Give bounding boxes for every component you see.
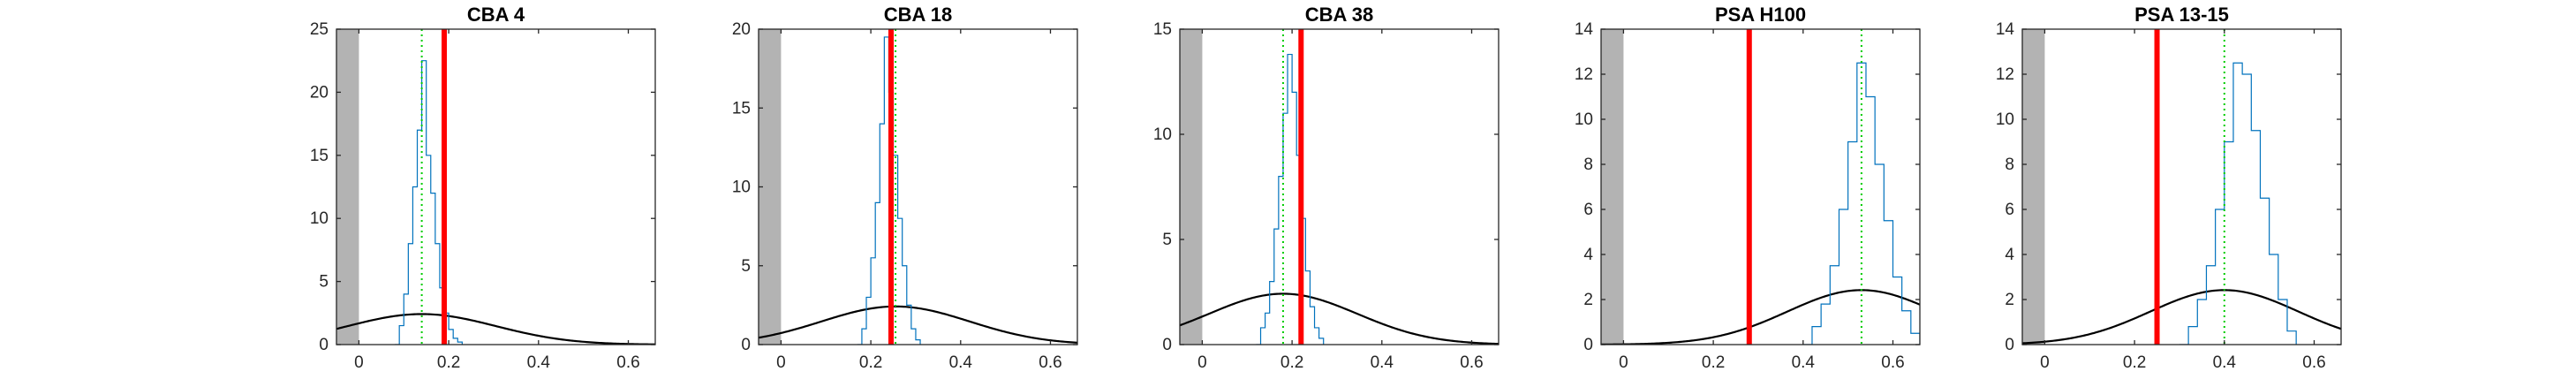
y-tick-label: 15 xyxy=(1153,20,1172,39)
histogram xyxy=(395,60,463,345)
normal-curve xyxy=(2022,289,2341,345)
panel-1: 0 0.2 0.4 0.6 0 5 10 15 20 25 CBA 4 xyxy=(310,4,656,372)
normal-curve xyxy=(1180,292,1499,345)
normal-curve xyxy=(1601,289,1920,345)
y-tick-label: 0 xyxy=(741,336,751,354)
axes-box xyxy=(1600,28,1921,345)
histogram xyxy=(2179,62,2297,345)
x-tick-label: 0.4 xyxy=(527,353,551,372)
histogram xyxy=(1256,53,1325,345)
y-tick-label: 0 xyxy=(1583,336,1593,354)
y-tick-label: 4 xyxy=(1583,246,1593,264)
y-tick-label: 15 xyxy=(732,99,751,118)
plot-area xyxy=(759,29,1077,345)
y-tick-label: 10 xyxy=(1996,110,2014,129)
x-tick-label: 0.4 xyxy=(2213,353,2237,372)
panel-title: CBA 38 xyxy=(1305,4,1373,26)
panel-4: 0 0.2 0.4 0.6 0 2 4 6 8 10 12 14 PSA H100 xyxy=(1575,4,1921,372)
y-tick-label: 8 xyxy=(2005,156,2014,174)
panel-title: CBA 18 xyxy=(884,4,952,26)
shaded-region xyxy=(1180,29,1203,345)
y-tick-label: 0 xyxy=(1162,336,1172,354)
y-tick-label: 12 xyxy=(1575,65,1593,84)
x-tick-label: 0 xyxy=(354,353,364,372)
x-tick-label: 0.6 xyxy=(1039,353,1061,372)
y-tick-label: 10 xyxy=(310,209,329,228)
panel-2: 0 0.2 0.4 0.6 0 5 10 15 20 CBA 18 xyxy=(732,4,1078,372)
axes-box xyxy=(2021,28,2342,345)
x-tick-label: 0 xyxy=(1197,353,1207,372)
x-tick-label: 0 xyxy=(1619,353,1628,372)
y-tick-label: 5 xyxy=(319,273,329,292)
y-tick-label: 20 xyxy=(732,20,751,39)
x-tick-label: 0.2 xyxy=(859,353,882,372)
x-tick-label: 0.6 xyxy=(1881,353,1904,372)
y-tick-label: 12 xyxy=(1996,65,2014,84)
y-tick-label: 5 xyxy=(1162,231,1172,249)
y-tick-label: 6 xyxy=(1583,201,1593,219)
axes-box xyxy=(758,28,1078,345)
x-tick-label: 0.6 xyxy=(2302,353,2325,372)
x-tick-label: 0.2 xyxy=(437,353,460,372)
y-tick-label: 20 xyxy=(310,83,329,102)
shaded-region xyxy=(336,29,359,345)
y-tick-label: 5 xyxy=(741,257,751,276)
y-tick-label: 8 xyxy=(1583,156,1593,174)
y-tick-label: 6 xyxy=(2005,201,2014,219)
panel-title: PSA H100 xyxy=(1715,4,1806,26)
x-tick-label: 0.6 xyxy=(616,353,639,372)
plot-area xyxy=(2022,29,2341,345)
x-tick-label: 0.2 xyxy=(1702,353,1725,372)
plot-area xyxy=(336,29,655,345)
normal-curve xyxy=(759,305,1077,344)
normal-curve xyxy=(336,313,655,345)
y-tick-label: 10 xyxy=(1575,110,1593,129)
axes-box xyxy=(336,28,656,345)
panel-title: CBA 4 xyxy=(467,4,525,26)
panel-title: PSA 13-15 xyxy=(2134,4,2229,26)
panel-3: 0 0.2 0.4 0.6 0 5 10 15 CBA 38 xyxy=(1153,4,1500,372)
x-tick-label: 0.2 xyxy=(2123,353,2146,372)
y-tick-label: 10 xyxy=(1153,125,1172,144)
y-tick-label: 14 xyxy=(1996,20,2015,39)
y-tick-label: 2 xyxy=(2005,291,2014,309)
y-tick-label: 10 xyxy=(732,178,751,197)
x-tick-label: 0.6 xyxy=(1460,353,1483,372)
y-tick-label: 25 xyxy=(310,20,329,39)
x-tick-label: 0.2 xyxy=(1280,353,1303,372)
shaded-region xyxy=(2022,29,2045,345)
x-tick-label: 0 xyxy=(776,353,786,372)
y-tick-label: 0 xyxy=(2005,336,2014,354)
histogram xyxy=(1802,62,1920,345)
y-tick-label: 14 xyxy=(1575,20,1594,39)
x-tick-label: 0.4 xyxy=(1371,353,1394,372)
y-tick-label: 0 xyxy=(319,336,329,354)
x-tick-label: 0.4 xyxy=(1792,353,1816,372)
y-tick-label: 4 xyxy=(2005,246,2014,264)
plot-area xyxy=(1601,29,1920,345)
plot-area xyxy=(1180,29,1499,345)
x-tick-label: 0 xyxy=(2040,353,2050,372)
axes-box xyxy=(1179,28,1500,345)
panel-5: 0 0.2 0.4 0.6 0 2 4 6 8 10 12 14 PSA 13-15 xyxy=(1996,4,2342,372)
y-tick-label: 2 xyxy=(1583,291,1593,309)
y-tick-label: 15 xyxy=(310,147,329,165)
x-tick-label: 0.4 xyxy=(949,353,973,372)
shaded-region xyxy=(1601,29,1624,345)
